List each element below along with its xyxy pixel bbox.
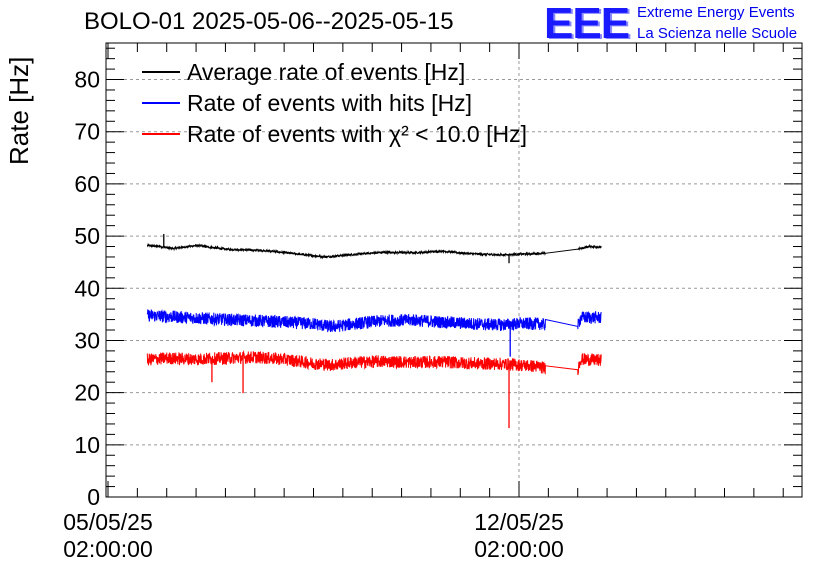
y-axis-label: Rate [Hz]: [4, 56, 34, 165]
x-tick-time: 02:00:00: [63, 536, 153, 562]
y-tick-label: 10: [74, 432, 100, 458]
plot-frame: [105, 42, 803, 498]
chart-title: BOLO-01 2025-05-06--2025-05-15: [84, 8, 454, 35]
legend-entry-2: Rate of events with hits [Hz]: [187, 90, 472, 116]
y-tick-label: 50: [74, 223, 100, 249]
logo-line-2: La Scienza nelle Scuole: [637, 25, 798, 42]
y-tick-label: 20: [74, 380, 100, 406]
grid-lines: [106, 43, 802, 497]
y-tick-label: 40: [74, 275, 100, 301]
y-tick-label: 0: [87, 484, 100, 510]
series-line-3: [146, 349, 602, 376]
series-lines: [146, 233, 602, 429]
y-tick-label: 30: [74, 327, 100, 353]
x-tick-time: 02:00:00: [474, 536, 564, 562]
logo-line-1: Extreme Energy Events: [637, 4, 795, 21]
x-tick-date: 12/05/25: [474, 509, 564, 535]
legend: Average rate of events [Hz] Rate of event…: [142, 59, 527, 147]
y-tick-label: 80: [74, 67, 100, 93]
y-tick-label: 70: [74, 119, 100, 145]
legend-entry-1: Average rate of events [Hz]: [187, 59, 465, 85]
series-line-2: [146, 308, 602, 333]
series-line-1: [146, 243, 602, 260]
x-tick-date: 05/05/25: [63, 509, 153, 535]
y-tick-label: 60: [74, 171, 100, 197]
axis-ticks: 0102030405060708005/05/2502:00:0012/05/2…: [63, 43, 802, 562]
eee-logo: EEE: [544, 0, 630, 48]
legend-entry-3: Rate of events with χ² < 10.0 [Hz]: [187, 121, 527, 147]
